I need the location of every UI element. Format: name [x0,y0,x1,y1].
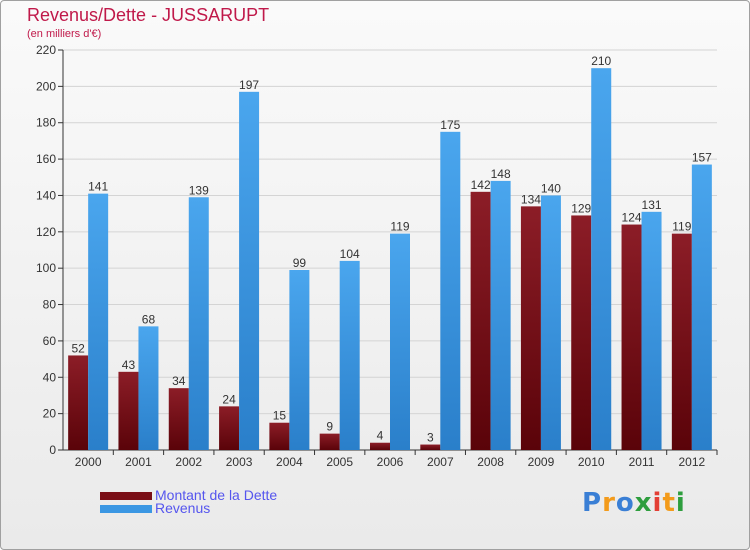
x-tick-label: 2000 [75,455,102,469]
data-label-dette: 124 [622,211,642,225]
data-label-dette: 129 [571,201,591,215]
legend-label-dette: Montant de la Dette [155,487,278,503]
y-tick-label: 100 [36,261,56,275]
bar-revenus [440,131,461,450]
data-label-dette: 52 [71,341,85,355]
data-label-revenus: 210 [591,54,611,68]
data-label-revenus: 119 [390,220,409,234]
data-label-revenus: 139 [189,183,209,197]
data-label-dette: 9 [326,420,333,434]
bar-revenus [289,270,310,450]
bar-revenus [691,164,712,450]
x-tick-label: 2012 [678,455,705,469]
legend-swatch-dette [100,492,152,500]
bar-dette [269,422,290,450]
bar-dette [319,433,340,450]
bar-revenus [339,260,360,450]
legend-label-revenus: Revenus [155,500,211,516]
y-tick-label: 40 [43,370,57,384]
x-tick-label: 2003 [226,455,253,469]
bar-dette [671,233,692,450]
x-tick-label: 2007 [427,455,454,469]
bar-dette [118,371,139,450]
y-tick-label: 220 [36,43,56,57]
bar-revenus [540,195,561,450]
x-tick-label: 2010 [578,455,605,469]
bar-dette [621,224,642,450]
data-label-revenus: 104 [340,247,360,261]
y-tick-label: 140 [36,188,56,202]
y-tick-label: 120 [36,225,56,239]
data-label-dette: 43 [122,358,136,372]
data-label-revenus: 148 [491,167,511,181]
y-tick-label: 180 [36,116,56,130]
y-tick-label: 160 [36,152,56,166]
x-tick-label: 2005 [326,455,353,469]
bar-revenus [239,91,260,451]
data-label-dette: 34 [172,374,186,388]
x-tick-label: 2001 [125,455,152,469]
bar-dette [219,406,240,450]
bar-dette [420,444,441,450]
bar-revenus [641,211,662,450]
data-label-dette: 3 [427,431,434,445]
bar-dette [571,215,592,450]
bar-dette [168,388,189,450]
data-label-dette: 24 [222,392,236,406]
data-label-dette: 119 [672,220,691,234]
bar-revenus [490,180,511,450]
data-label-revenus: 141 [88,180,108,194]
proxiti-logo: Proxiti [582,488,686,518]
data-label-revenus: 197 [239,78,259,92]
x-tick-label: 2004 [276,455,303,469]
x-tick-label: 2009 [528,455,555,469]
bar-revenus [88,193,109,451]
y-tick-label: 20 [43,407,57,421]
chart-title: Revenus/Dette - JUSSARUPT [27,5,270,25]
data-label-revenus: 140 [541,181,561,195]
bar-dette [68,355,89,450]
bar-dette [470,191,491,450]
bar-revenus [188,197,209,450]
data-label-dette: 134 [521,192,541,206]
y-tick-label: 80 [43,298,57,312]
data-label-dette: 4 [377,429,384,443]
data-label-revenus: 157 [692,151,712,165]
y-tick-label: 0 [49,443,56,457]
bar-dette [520,206,541,450]
data-label-revenus: 131 [642,198,662,212]
data-label-dette: 15 [273,409,287,423]
y-tick-label: 200 [36,79,56,93]
x-tick-label: 2002 [175,455,202,469]
bar-revenus [390,233,410,450]
data-label-revenus: 175 [440,118,460,132]
data-label-revenus: 99 [293,256,307,270]
y-tick-label: 60 [43,334,57,348]
bar-revenus [591,68,612,450]
bar-dette [370,442,390,450]
x-tick-label: 2011 [629,455,655,469]
data-label-dette: 142 [471,178,491,192]
x-tick-label: 2006 [377,455,404,469]
chart-subtitle: (en milliers d'€) [27,28,102,40]
legend-swatch-revenus [100,505,152,513]
x-tick-label: 2008 [477,455,504,469]
data-label-revenus: 68 [142,312,156,326]
bar-revenus [138,326,159,450]
